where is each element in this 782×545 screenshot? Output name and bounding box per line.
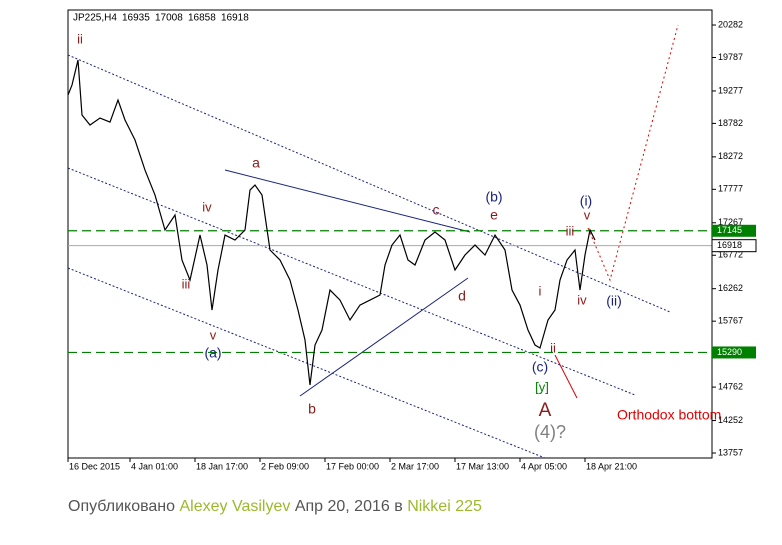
y-tick-label: 19787	[718, 52, 743, 62]
x-tick-label: 2 Feb 09:00	[261, 461, 309, 471]
wave-label: (ii)	[606, 293, 622, 309]
wave-label: e	[490, 207, 498, 223]
footer-prefix: Опубликовано	[68, 498, 176, 515]
x-tick-label: 18 Jan 17:00	[196, 461, 248, 471]
x-tick-label: 4 Jan 01:00	[131, 461, 178, 471]
wave-label: iv	[577, 292, 587, 307]
header-symbol: JP225,H4	[73, 13, 117, 24]
price-line	[67, 59, 596, 386]
triangle-line	[224, 169, 471, 233]
wave-label: iv	[202, 199, 212, 214]
x-tick-label: 17 Mar 13:00	[456, 461, 509, 471]
channel-line	[67, 167, 636, 396]
x-tick-label: 17 Feb 00:00	[326, 461, 379, 471]
wave-label: v	[210, 327, 217, 342]
y-tick-label: 16772	[718, 250, 743, 260]
wave-label: (4)?	[534, 422, 566, 442]
y-tick-label: 16262	[718, 283, 743, 293]
channel-line	[67, 267, 546, 459]
chart: JP225,H4 16935 17008 16858 16918 20282 19787 1…	[67, 9, 757, 471]
y-tick-label: 18782	[718, 118, 743, 128]
y-tick-label: 17777	[718, 184, 743, 194]
level-label: 15290	[717, 347, 742, 357]
wave-label: i	[539, 283, 542, 298]
wave-label: (i)	[580, 193, 592, 209]
projection-line	[587, 24, 679, 282]
y-tick-label: 19277	[718, 85, 743, 95]
wave-label: ii	[550, 340, 556, 355]
wave-label: (c)	[532, 359, 548, 375]
y-tick-label: 15767	[718, 316, 743, 326]
header-value: 16858	[188, 13, 216, 24]
level-box	[712, 224, 756, 237]
x-tick-label: 2 Mar 17:00	[391, 461, 439, 471]
last-price-box	[711, 239, 757, 253]
wave-label: (a)	[204, 345, 221, 361]
y-tick-label: 17267	[718, 217, 743, 227]
level-box	[712, 346, 756, 359]
date: Апр 20, 2016	[294, 498, 390, 515]
trend-lines	[67, 24, 679, 459]
plot-frame	[67, 9, 713, 459]
triangle-line	[299, 277, 469, 397]
footer-in: в	[394, 498, 403, 515]
wave-label: b	[308, 401, 316, 417]
wave-label: (b)	[485, 189, 502, 205]
y-tick-label: 18272	[718, 151, 743, 161]
y-tick-label: 14252	[718, 415, 743, 425]
header-value: 16935	[122, 13, 150, 24]
wave-label: iii	[182, 276, 191, 291]
source[interactable]: Nikkei 225	[407, 498, 482, 515]
footer: Опубликовано Alexey Vasilyev Апр 20, 201…	[68, 498, 482, 516]
y-tick-label: 13757	[718, 447, 743, 457]
pointer-line	[554, 354, 578, 399]
y-tick-label: 20282	[718, 19, 743, 29]
header-value: 17008	[155, 13, 183, 24]
wave-label: c	[433, 202, 440, 218]
wave-label: ii	[77, 31, 83, 46]
x-tick-label: 4 Apr 05:00	[521, 461, 567, 471]
x-tick-label: 18 Apr 21:00	[586, 461, 637, 471]
wave-label: v	[584, 207, 591, 222]
author[interactable]: Alexey Vasilyev	[179, 498, 291, 515]
wave-label: [y]	[535, 379, 549, 394]
wave-label: A	[539, 400, 552, 421]
wave-label: Orthodox bottom	[617, 407, 721, 423]
level-label: 17145	[717, 225, 742, 235]
header-value: 16918	[221, 13, 249, 24]
last-price-label: 16918	[717, 240, 742, 250]
channel-line	[67, 54, 671, 313]
y-tick-label: 14762	[718, 381, 743, 391]
x-tick-label: 16 Dec 2015	[69, 461, 120, 471]
wave-label: a	[252, 155, 260, 171]
wave-label: iii	[566, 223, 575, 238]
wave-label: d	[458, 288, 466, 304]
